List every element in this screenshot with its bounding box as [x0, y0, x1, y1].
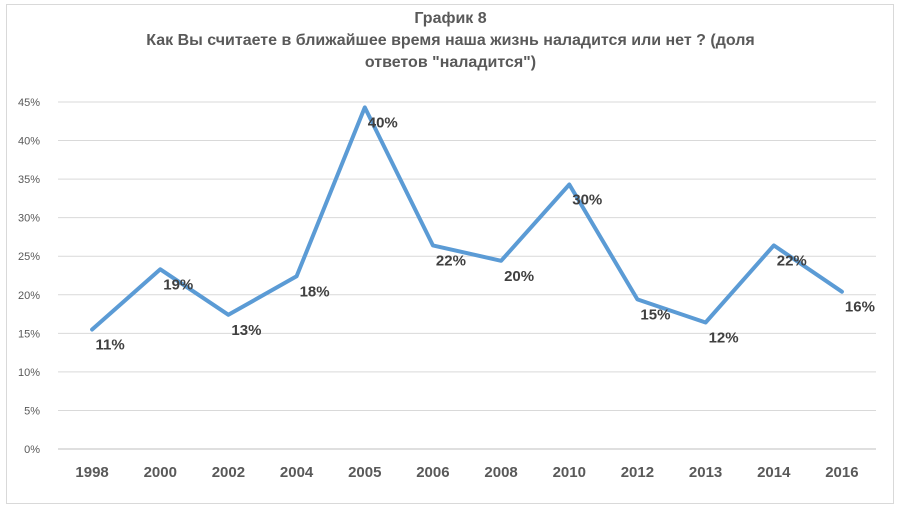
y-tick-label: 30%: [18, 213, 40, 225]
data-label: 13%: [231, 322, 261, 339]
chart-frame: [6, 4, 894, 504]
x-tick-label: 2012: [621, 464, 654, 481]
series-polyline: [90, 105, 844, 332]
y-tick-label: 35%: [18, 174, 40, 186]
x-tick-label: 2005: [348, 464, 381, 481]
chart-title: График 8 Как Вы считаете в ближайшее вре…: [0, 8, 901, 74]
data-label: 16%: [845, 299, 875, 316]
data-label: 22%: [436, 252, 466, 269]
y-tick-label: 15%: [18, 328, 40, 340]
data-label: 40%: [368, 114, 398, 131]
y-tick-label: 20%: [18, 290, 40, 302]
data-label: 15%: [640, 306, 670, 323]
x-tick-label: 2014: [757, 464, 791, 481]
x-tick-label: 2006: [416, 464, 449, 481]
y-tick-label: 25%: [18, 251, 40, 263]
y-tick-label: 10%: [18, 367, 40, 379]
gridlines: [58, 101, 876, 450]
chart-title-line-3: ответов "наладится"): [364, 54, 537, 71]
data-label: 20%: [504, 268, 534, 285]
x-tick-label: 2016: [825, 464, 858, 481]
chart-title-line-1: График 8: [414, 10, 487, 27]
data-label: 11%: [95, 336, 124, 353]
y-tick-label: 40%: [18, 136, 40, 148]
data-labels: 11% 19% 13% 18% 40% 22% 20% 30% 15% 12% 22% 16%: [95, 114, 874, 353]
x-tick-label: 2013: [689, 464, 722, 481]
data-label: 12%: [709, 330, 739, 347]
data-label: 22%: [777, 252, 807, 269]
x-axis-ticks: 1998 2000 2002 2004 2005 2006 2008 2010 2012 2013…: [75, 464, 858, 481]
chart-title-line-2: Как Вы считаете в ближайшее время наша ж…: [146, 32, 755, 49]
x-tick-label: 2000: [144, 464, 177, 481]
data-label: 19%: [163, 276, 193, 293]
y-axis-ticks: 0% 5% 10% 15% 20% 25% 30% 35% 40% 45%: [18, 97, 40, 456]
y-tick-label: 5%: [24, 405, 40, 417]
x-tick-label: 2008: [484, 464, 517, 481]
x-tick-label: 1998: [75, 464, 108, 481]
x-tick-label: 2002: [212, 464, 245, 481]
y-tick-label: 0%: [24, 444, 40, 456]
series-line: [90, 105, 844, 332]
y-tick-label: 45%: [18, 97, 40, 109]
data-label: 18%: [300, 283, 330, 300]
x-tick-label: 2010: [553, 464, 586, 481]
data-label: 30%: [572, 192, 602, 209]
x-tick-label: 2004: [280, 464, 314, 481]
